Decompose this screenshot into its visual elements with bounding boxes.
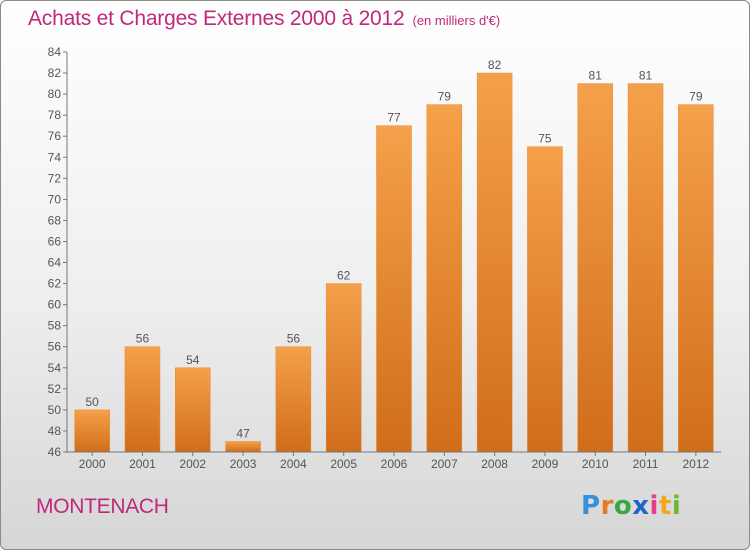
chart-unit-text: (en milliers d'€)	[412, 13, 501, 28]
x-tick-label-2007: 2007	[431, 457, 458, 471]
bar-2004[interactable]	[275, 346, 312, 453]
bar-2002[interactable]	[175, 367, 211, 453]
proxiti-logo[interactable]: Proxiti	[581, 491, 681, 521]
data-label-2006: 77	[387, 111, 401, 125]
logo-letter: i	[671, 491, 682, 521]
x-tick-label-2000: 2000	[79, 457, 106, 471]
bar-2008[interactable]	[476, 72, 513, 453]
x-tick-label-2001: 2001	[129, 457, 156, 471]
data-label-2003: 47	[236, 426, 250, 440]
y-tick-label: 82	[48, 66, 62, 80]
x-tick-label-2009: 2009	[532, 457, 559, 471]
y-tick-label: 72	[48, 171, 62, 185]
data-label-2004: 56	[287, 332, 301, 346]
x-tick-label-2002: 2002	[179, 457, 206, 471]
y-tick-label: 78	[48, 108, 62, 122]
y-tick-label: 76	[48, 129, 62, 143]
x-tick-label-2012: 2012	[682, 457, 709, 471]
data-label-2010: 81	[589, 69, 603, 83]
y-tick-label: 52	[48, 382, 62, 396]
y-tick-label: 54	[48, 361, 62, 375]
y-tick-label: 84	[48, 45, 62, 59]
bar-2011[interactable]	[627, 83, 664, 453]
x-tick-label-2008: 2008	[481, 457, 508, 471]
y-tick-label: 68	[48, 213, 62, 227]
y-tick-label: 58	[48, 319, 62, 333]
bar-2000[interactable]	[74, 409, 110, 453]
data-label-2008: 82	[488, 58, 502, 72]
bar-2006[interactable]	[376, 125, 412, 453]
chart-title: Achats et Charges Externes 2000 à 2012 (e…	[28, 7, 500, 31]
y-tick-label: 80	[48, 87, 62, 101]
chart-title-text: Achats et Charges Externes 2000 à 2012	[28, 7, 405, 30]
y-tick-label: 66	[48, 234, 62, 248]
bar-2003[interactable]	[225, 441, 261, 453]
x-tick-label-2004: 2004	[280, 457, 307, 471]
x-tick-label-2006: 2006	[381, 457, 408, 471]
y-tick-label: 70	[48, 192, 62, 206]
y-tick-label: 60	[48, 298, 62, 312]
bars: 50 56 54 47 56 62 77 79 82 75 81 81 79	[74, 58, 714, 453]
y-tick-label: 50	[48, 403, 62, 417]
y-tick-label: 64	[48, 256, 62, 270]
x-tick-label-2010: 2010	[582, 457, 609, 471]
y-tick-label: 74	[48, 150, 62, 164]
data-label-2009: 75	[538, 132, 552, 146]
bar-2012[interactable]	[678, 104, 714, 453]
bar-2010[interactable]	[577, 83, 613, 453]
data-label-2011: 81	[639, 69, 653, 83]
data-label-2002: 54	[186, 353, 200, 367]
data-label-2001: 56	[136, 332, 150, 346]
data-label-2005: 62	[337, 269, 351, 283]
x-tick-label-2011: 2011	[633, 457, 659, 471]
logo-letter: x	[632, 491, 650, 521]
logo-letter: o	[613, 491, 633, 521]
logo-letter: t	[658, 491, 672, 521]
bar-2001[interactable]	[124, 346, 161, 453]
commune-name: MONTENACH	[36, 495, 169, 518]
y-tick-label: 46	[48, 445, 62, 459]
y-tick-label: 62	[48, 277, 62, 291]
x-tick-label-2003: 2003	[230, 457, 257, 471]
data-label-2007: 79	[438, 90, 452, 104]
x-axis: 2000 2001 2002 2003 2004 2005 2006 2007 2008 2009…	[67, 451, 721, 471]
logo-letter: r	[600, 491, 614, 521]
y-tick-label: 48	[48, 424, 62, 438]
x-tick-label-2005: 2005	[330, 457, 357, 471]
logo-letter: P	[581, 491, 601, 521]
bar-2007[interactable]	[426, 104, 463, 453]
bar-2005[interactable]	[325, 283, 362, 453]
data-label-2012: 79	[689, 90, 703, 104]
data-label-2000: 50	[85, 395, 99, 409]
y-axis: 46 48 50 52 54 56 58 60 62 64 66 68 70 72 74 76 78 80 82 84	[48, 45, 68, 459]
y-tick-label: 56	[48, 340, 62, 354]
logo-letter: i	[649, 491, 659, 521]
bar-2009[interactable]	[527, 146, 563, 453]
